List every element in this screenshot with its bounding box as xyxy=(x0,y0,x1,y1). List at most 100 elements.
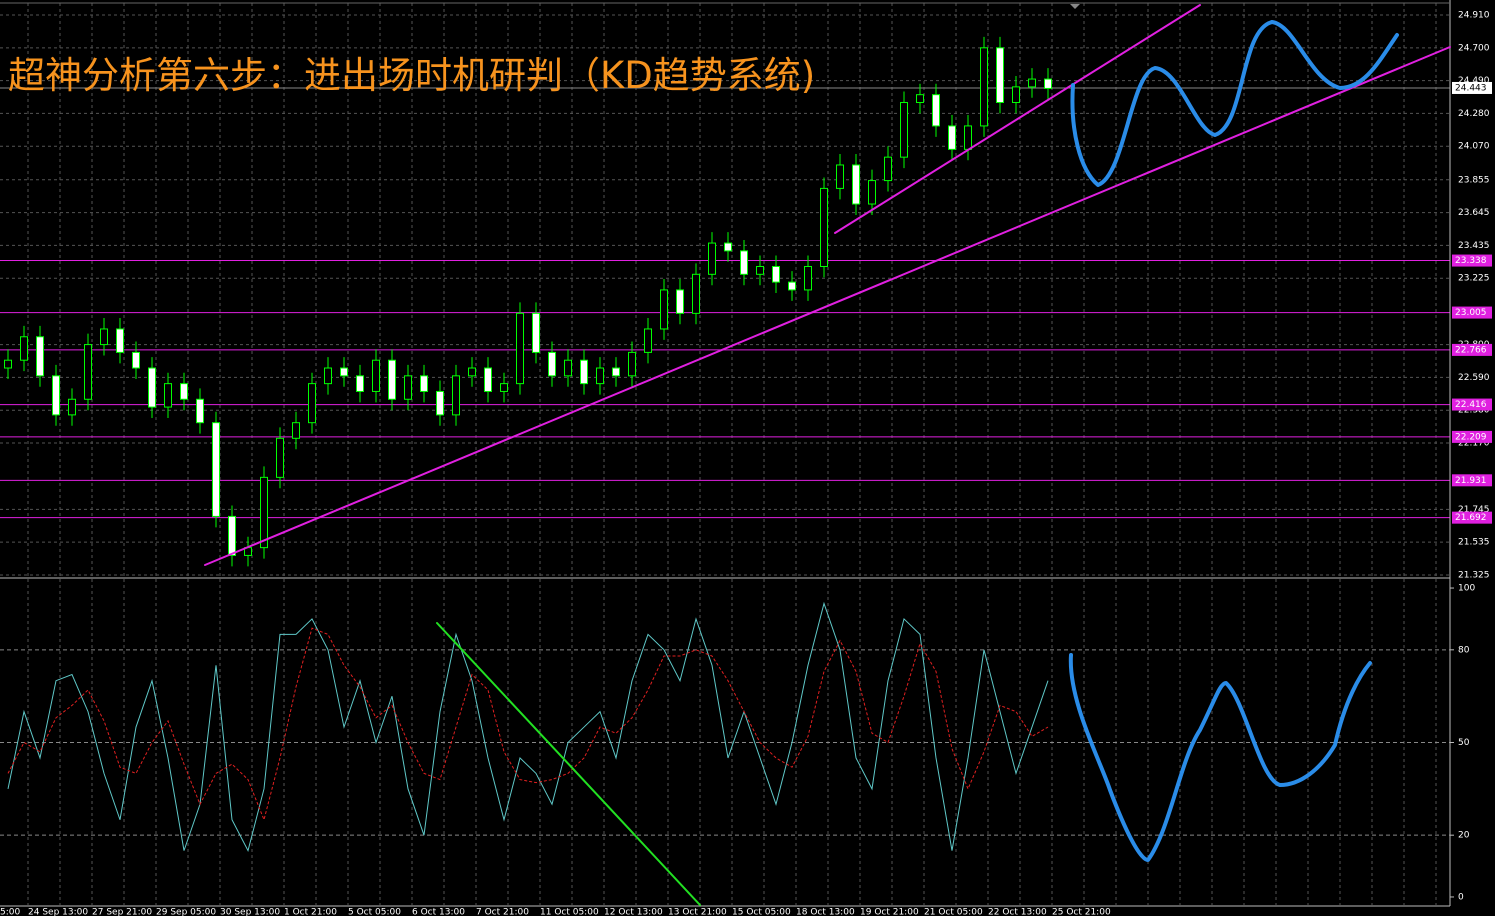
level-label: 21.931 xyxy=(1455,476,1487,486)
candle-body xyxy=(132,351,140,369)
candle-body xyxy=(36,336,44,377)
y-tick-label: 0 xyxy=(1458,892,1464,902)
y-tick-label: 50 xyxy=(1458,738,1470,748)
candle-body xyxy=(116,328,124,353)
x-tick-label: 27 Sep 21:00 xyxy=(92,908,152,916)
candle-body xyxy=(868,180,876,205)
candle-body xyxy=(180,383,188,400)
candle-body xyxy=(196,398,204,424)
candle-body xyxy=(68,398,76,416)
y-tick-label: 22.170 xyxy=(1458,438,1490,448)
y-tick-label: 24.910 xyxy=(1458,11,1490,21)
level-label: 22.416 xyxy=(1455,400,1487,410)
level-label-box xyxy=(1452,306,1492,319)
candle-body xyxy=(228,515,236,556)
candle-body xyxy=(340,367,348,377)
candle-body xyxy=(756,265,764,275)
level-label-box xyxy=(1452,511,1492,524)
candle-body xyxy=(932,94,940,127)
candle-body xyxy=(148,367,156,408)
current-price-label: 24.443 xyxy=(1455,83,1487,93)
candle-body xyxy=(628,351,636,377)
level-label: 22.766 xyxy=(1455,345,1487,355)
level-label-box xyxy=(1452,343,1492,356)
candle-body xyxy=(916,94,924,103)
level-label: 23.005 xyxy=(1455,308,1487,318)
candle-body xyxy=(564,359,572,377)
x-tick-label: 12 Oct 13:00 xyxy=(604,908,663,916)
candle-body xyxy=(964,125,972,150)
x-tick-label: 30 Sep 13:00 xyxy=(220,908,280,916)
candle-body xyxy=(788,281,796,291)
shift-marker xyxy=(1070,4,1080,9)
y-tick-label: 24.490 xyxy=(1458,76,1490,86)
candle-body xyxy=(468,367,476,377)
candle-body xyxy=(852,164,860,205)
y-tick-label: 23.855 xyxy=(1458,175,1490,185)
x-tick-label: 19 Oct 21:00 xyxy=(860,908,919,916)
chart-title: 超神分析第六步：进出场时机研判（KD趋势系统) xyxy=(8,54,815,97)
level-label-box xyxy=(1452,474,1492,487)
x-tick-label: 22 Oct 13:00 xyxy=(988,908,1047,916)
candle-body xyxy=(1044,78,1052,89)
candle-body xyxy=(820,187,828,267)
candle-body xyxy=(980,47,988,127)
candle-body xyxy=(948,125,956,150)
y-tick-label: 24.280 xyxy=(1458,109,1490,119)
candle-body xyxy=(900,101,908,158)
candle-body xyxy=(292,422,300,439)
x-tick-label: 13 Oct 21:00 xyxy=(668,908,727,916)
candle-body xyxy=(708,242,716,275)
candle-body xyxy=(404,375,412,400)
trend-line xyxy=(204,46,1451,566)
level-label-box xyxy=(1452,254,1492,267)
candle-body xyxy=(612,367,620,377)
candle-body xyxy=(84,344,92,400)
candle-body xyxy=(308,383,316,424)
y-tick-label: 23.645 xyxy=(1458,208,1490,218)
candle-body xyxy=(372,359,380,392)
candle-body xyxy=(580,359,588,385)
candle-body xyxy=(452,375,460,416)
candle-body xyxy=(740,250,748,275)
candle-body xyxy=(276,437,284,478)
candle-body xyxy=(100,328,108,346)
candle-body xyxy=(420,375,428,392)
candle-body xyxy=(260,476,268,549)
y-tick-label: 22.380 xyxy=(1458,406,1490,416)
candle-body xyxy=(164,383,172,408)
candle-body xyxy=(436,390,444,416)
candle-body xyxy=(52,375,60,416)
candle-body xyxy=(212,422,220,517)
candle-body xyxy=(676,289,684,314)
candle-body xyxy=(804,265,812,291)
x-tick-label: 5 Oct 05:00 xyxy=(348,908,401,916)
x-tick-label: 21 Oct 05:00 xyxy=(924,908,983,916)
x-tick-label: 18 Oct 13:00 xyxy=(796,908,855,916)
candle-body xyxy=(324,367,332,385)
x-tick-label: 7 Oct 21:00 xyxy=(476,908,529,916)
candle-body xyxy=(644,328,652,353)
x-tick-label: 11 Oct 05:00 xyxy=(540,908,599,916)
candle-body xyxy=(1012,86,1020,103)
candle-body xyxy=(660,289,668,330)
current-price-box xyxy=(1452,81,1492,94)
y-tick-label: 20 xyxy=(1458,831,1470,841)
candle-body xyxy=(692,273,700,314)
y-tick-label: 21.745 xyxy=(1458,505,1490,515)
x-tick-label: 1 Oct 21:00 xyxy=(284,908,337,916)
kd-trend-line xyxy=(436,622,701,906)
grid xyxy=(0,3,1450,905)
x-tick-label: 25 Oct 21:00 xyxy=(1052,908,1111,916)
indicator-line xyxy=(7,601,1049,853)
y-tick-label: 24.070 xyxy=(1458,142,1490,152)
forecast-curve xyxy=(1068,653,1372,862)
candle-body xyxy=(516,312,524,385)
candle-body xyxy=(388,359,396,400)
level-label-box xyxy=(1452,398,1492,411)
x-tick-label: 5:00 xyxy=(0,908,20,916)
candle-body xyxy=(4,359,12,369)
candle-body xyxy=(596,367,604,385)
candle-body xyxy=(532,312,540,353)
